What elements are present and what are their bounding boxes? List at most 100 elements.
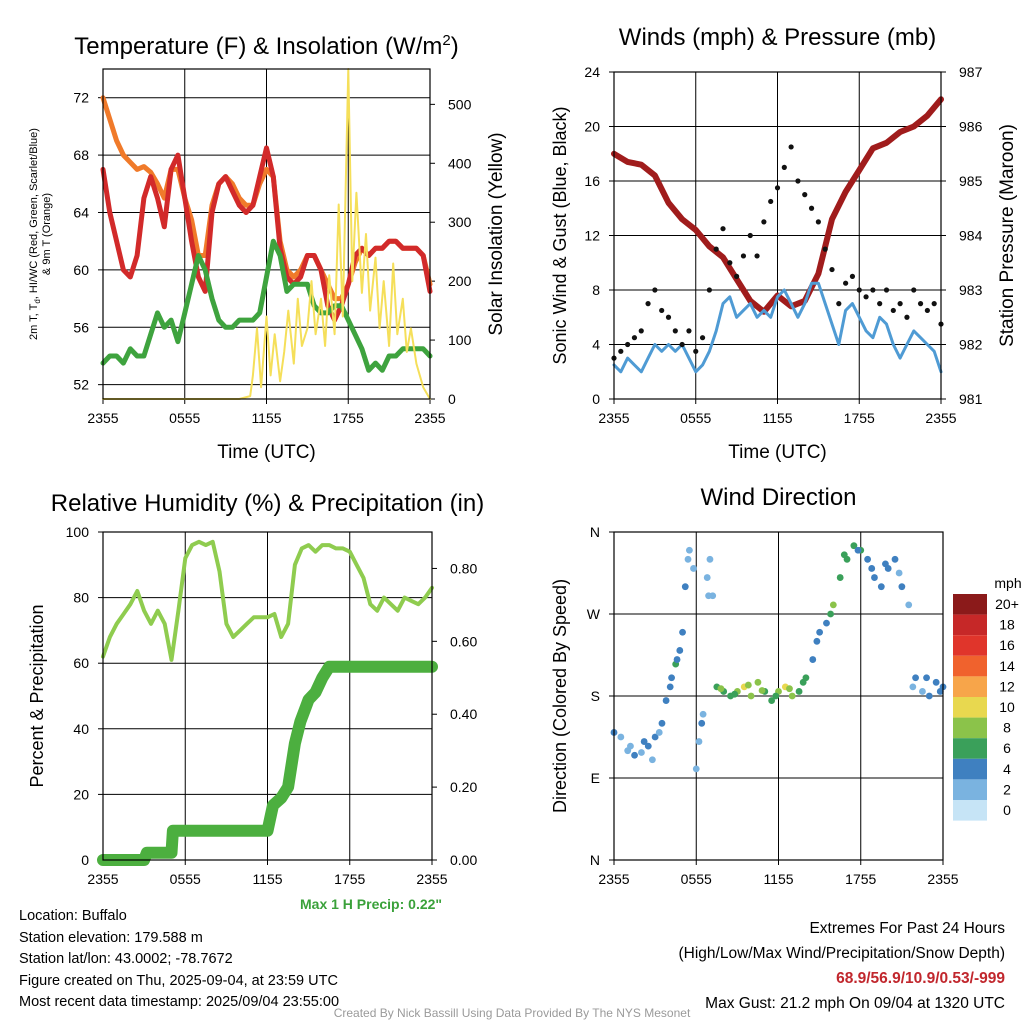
x-tick-label: 2355 xyxy=(925,410,956,426)
direction-point xyxy=(699,710,707,718)
y-tick-label: 20 xyxy=(584,119,600,135)
legend-swatch xyxy=(953,614,987,636)
gust-point xyxy=(768,198,774,205)
gust-point xyxy=(699,335,706,341)
direction-point xyxy=(640,738,648,745)
direction-point xyxy=(905,601,913,609)
legend-label: 18 xyxy=(999,617,1015,633)
direction-point xyxy=(679,628,686,636)
x-tick-label: 2355 xyxy=(416,871,447,887)
y2-tick-label: 987 xyxy=(959,64,983,80)
direction-point xyxy=(627,742,634,750)
legend-swatch xyxy=(953,635,987,656)
direction-point xyxy=(706,555,714,563)
direction-point xyxy=(919,688,926,695)
y-axis-label: 2m T, Td, HI/WC (Red, Green, Scarlet/Blu… xyxy=(28,128,53,340)
chart-title: Temperature (F) & Insolation (W/m2) xyxy=(74,32,458,60)
credit-text: Created By Nick Bassill Using Data Provi… xyxy=(333,1006,691,1020)
direction-point xyxy=(690,565,697,572)
y-tick-label: 60 xyxy=(73,655,89,671)
legend-swatch xyxy=(953,717,987,739)
y2-tick-label: 985 xyxy=(959,173,983,189)
direction-point xyxy=(898,583,906,591)
gust-point xyxy=(795,178,801,184)
gust-point xyxy=(631,335,638,341)
y-tick-label: 16 xyxy=(584,173,600,189)
y-tick-label: 4 xyxy=(592,337,600,353)
direction-point xyxy=(932,678,940,686)
plot-frame xyxy=(613,71,942,400)
y-axis-label: Direction (Colored By Speed) xyxy=(550,579,570,813)
direction-point xyxy=(936,688,944,695)
legend-label: 8 xyxy=(1003,720,1011,736)
gust-point xyxy=(625,341,631,348)
direction-point xyxy=(631,751,638,759)
gust-point xyxy=(727,260,733,266)
direction-point xyxy=(648,756,656,764)
series-line-2m-t xyxy=(100,145,433,323)
direction-point xyxy=(768,697,776,704)
direction-point xyxy=(651,733,659,741)
y2-axis-label: Station Pressure (Maroon) xyxy=(997,124,1018,347)
direction-point xyxy=(823,619,830,627)
gust-point xyxy=(693,348,699,354)
direction-point xyxy=(836,574,844,581)
y2-tick-label: 982 xyxy=(959,337,983,353)
direction-point xyxy=(786,685,793,693)
chart-title: Winds (mph) & Pressure (mb) xyxy=(619,24,936,51)
max-gust-text: Max Gust: 21.2 mph On 09/04 at 1320 UTC xyxy=(705,995,1005,1012)
gust-point xyxy=(931,301,937,307)
x-tick-label: 2355 xyxy=(598,871,629,887)
gust-point xyxy=(870,287,876,293)
y-tick-label: S xyxy=(591,688,600,704)
legend-label: 14 xyxy=(999,658,1015,674)
direction-point xyxy=(809,656,817,663)
x-tick-label: 1155 xyxy=(763,871,793,887)
legend-label: 12 xyxy=(999,678,1015,694)
y-tick-label: 12 xyxy=(584,228,600,244)
x-tick-label: 1155 xyxy=(251,410,281,426)
series-line-sonic-wind xyxy=(612,281,943,374)
y-axis-label: Percent & Precipitation xyxy=(27,604,47,787)
y2-tick-label: 0.20 xyxy=(450,779,477,795)
chart-title: Wind Direction xyxy=(700,484,856,511)
y2-tick-label: 0.40 xyxy=(450,706,477,722)
direction-point xyxy=(891,555,899,563)
y-tick-label: 60 xyxy=(73,262,89,278)
plot-frame xyxy=(102,68,431,400)
gust-point xyxy=(652,287,658,293)
y-tick-label: W xyxy=(587,606,601,622)
y-tick-label: 80 xyxy=(73,590,89,606)
gust-point xyxy=(890,307,896,314)
direction-point xyxy=(754,678,762,686)
gust-point xyxy=(917,301,924,307)
series-line-relative-humidity xyxy=(101,539,434,662)
gust-point xyxy=(815,219,821,225)
plot-frame xyxy=(102,531,433,861)
gust-point xyxy=(822,246,828,252)
direction-point xyxy=(799,678,807,686)
gust-point xyxy=(740,253,747,259)
direction-point xyxy=(840,551,848,559)
gust-point xyxy=(672,328,678,334)
direction-point xyxy=(788,692,796,700)
extremes-title: Extremes For Past 24 Hours xyxy=(809,920,1005,937)
extremes-info: Extremes For Past 24 Hours (High/Low/Max… xyxy=(679,916,1006,1016)
plot-frame xyxy=(613,531,944,861)
direction-point xyxy=(617,733,625,741)
x-axis-label: Time (UTC) xyxy=(217,442,316,463)
direction-point xyxy=(668,674,675,682)
series-line-precipitation xyxy=(97,660,438,866)
gust-point xyxy=(843,280,849,286)
gust-point xyxy=(788,144,794,150)
legend-label: 16 xyxy=(999,637,1015,653)
direction-point xyxy=(744,681,752,689)
direction-point xyxy=(676,647,684,654)
extremes-subtitle: (High/Low/Max Wind/Precipitation/Snow De… xyxy=(678,945,1006,962)
direction-point xyxy=(829,601,837,609)
gust-point xyxy=(904,314,910,320)
y-tick-label: 64 xyxy=(73,204,89,220)
elevation-text: Station elevation: 179.588 m xyxy=(19,929,203,946)
direction-point xyxy=(692,765,700,773)
y-tick-label: 72 xyxy=(73,90,89,106)
